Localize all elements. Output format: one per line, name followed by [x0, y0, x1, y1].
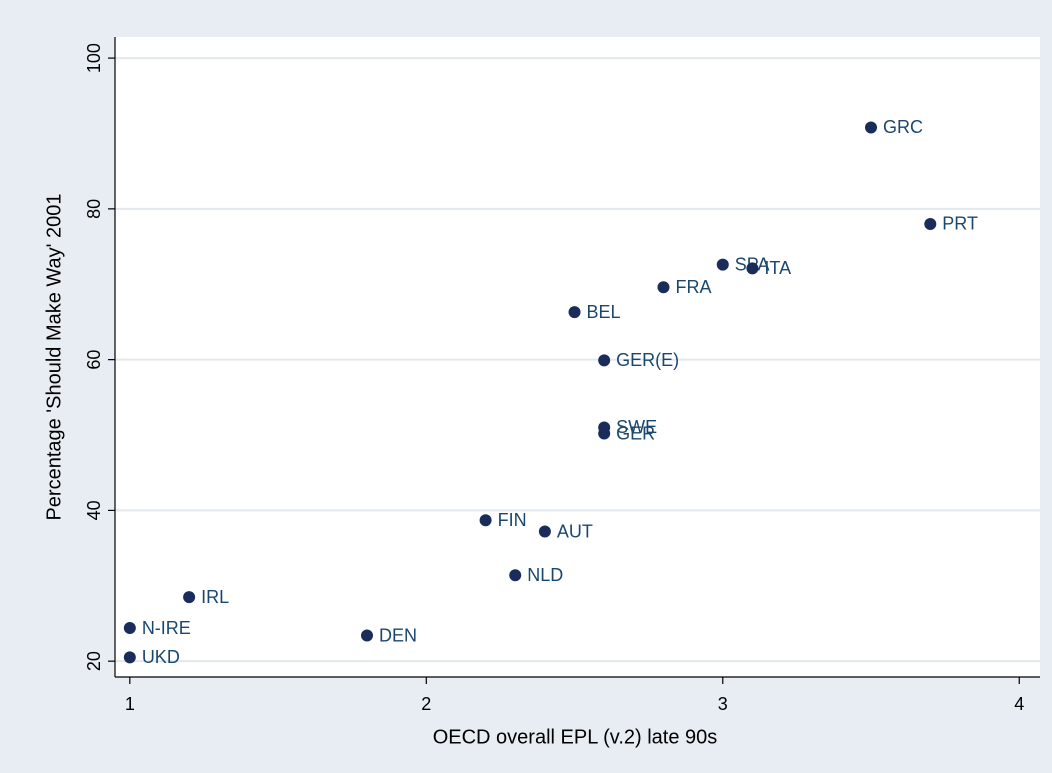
point-label: ITA	[764, 258, 791, 278]
plot-area	[115, 37, 1040, 677]
x-tick-label: 2	[421, 694, 431, 714]
point-label: GER(E)	[616, 350, 679, 370]
point-label: DEN	[379, 625, 417, 645]
point	[183, 591, 196, 604]
point	[865, 121, 878, 134]
x-axis-title: OECD overall EPL (v.2) late 90s	[433, 726, 718, 748]
point	[123, 651, 136, 664]
point-label: IRL	[201, 587, 229, 607]
point	[509, 569, 522, 582]
y-tick-label: 60	[84, 350, 104, 370]
point-label: FRA	[675, 277, 711, 297]
y-tick-label: 100	[84, 43, 104, 73]
point	[716, 258, 729, 271]
x-tick-label: 4	[1014, 694, 1024, 714]
y-tick-label: 80	[84, 199, 104, 219]
point-label: FIN	[498, 510, 527, 530]
y-axis-title: Percentage 'Should Make Way' 2001	[43, 193, 65, 520]
point-label: AUT	[557, 521, 593, 541]
point-label: BEL	[587, 302, 621, 322]
point-label: GRC	[883, 117, 923, 137]
y-tick-label: 40	[84, 500, 104, 520]
point-label: SWE	[616, 417, 657, 437]
x-tick-label: 1	[125, 694, 135, 714]
point	[598, 354, 611, 367]
point-label: NLD	[527, 565, 563, 585]
point	[657, 281, 670, 294]
point	[924, 217, 937, 230]
point	[123, 622, 136, 635]
point	[746, 262, 759, 275]
x-tick-label: 3	[718, 694, 728, 714]
point-label: N-IRE	[142, 618, 191, 638]
y-tick-label: 20	[84, 651, 104, 671]
point	[538, 525, 551, 538]
point	[598, 427, 611, 440]
point	[361, 629, 374, 642]
point	[568, 306, 581, 319]
point-label: PRT	[942, 214, 978, 234]
point-label: UKD	[142, 647, 180, 667]
point-label: GER	[616, 423, 655, 443]
point	[479, 514, 492, 527]
